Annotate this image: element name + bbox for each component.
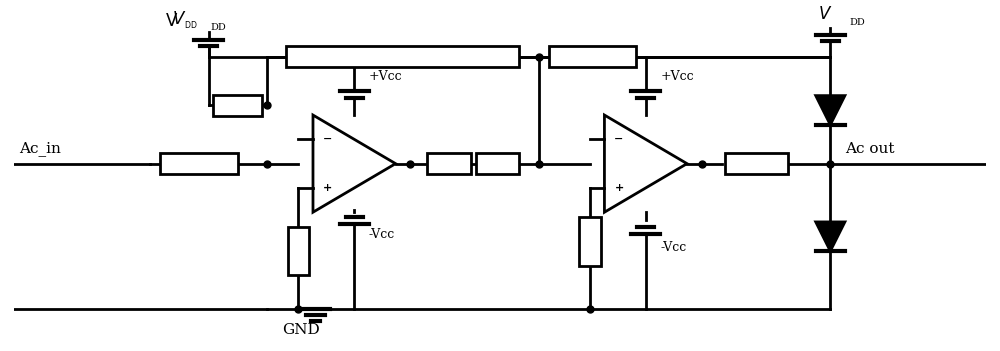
Text: −: − <box>614 134 624 144</box>
Text: $\mathrm{V}$: $\mathrm{V}$ <box>165 13 178 29</box>
Text: $_\mathrm{DD}$: $_\mathrm{DD}$ <box>184 20 198 33</box>
Text: $V$: $V$ <box>818 6 833 23</box>
Text: GND: GND <box>282 323 320 337</box>
Text: +Vcc: +Vcc <box>369 70 402 83</box>
Text: DD: DD <box>210 22 226 32</box>
Text: DD: DD <box>850 18 865 27</box>
Bar <box>579 217 601 266</box>
Text: -Vcc: -Vcc <box>369 229 395 241</box>
Polygon shape <box>816 95 845 125</box>
Bar <box>160 153 238 174</box>
Text: Ac_in: Ac_in <box>19 141 61 156</box>
Text: −: − <box>323 134 332 144</box>
Text: +: + <box>614 183 624 193</box>
Text: -Vcc: -Vcc <box>660 241 687 254</box>
Text: Ac out: Ac out <box>845 142 894 156</box>
Bar <box>288 227 309 275</box>
Bar <box>549 46 636 67</box>
Bar <box>476 153 519 174</box>
Bar <box>725 153 788 174</box>
Text: +: + <box>323 183 332 193</box>
Text: $V$: $V$ <box>172 11 187 28</box>
Bar <box>427 153 471 174</box>
Bar <box>286 46 519 67</box>
Polygon shape <box>604 115 687 212</box>
Bar <box>213 95 262 116</box>
Polygon shape <box>816 222 845 251</box>
Polygon shape <box>313 115 396 212</box>
Text: +Vcc: +Vcc <box>660 70 694 83</box>
